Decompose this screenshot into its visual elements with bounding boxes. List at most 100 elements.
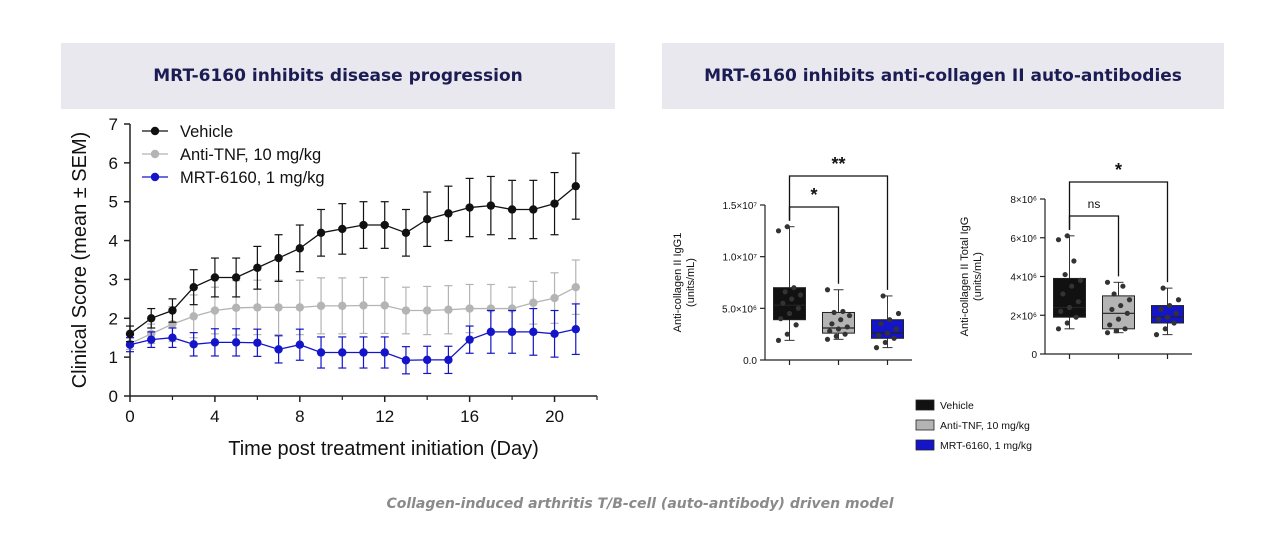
data-point — [422, 355, 432, 365]
data-point — [401, 356, 411, 365]
data-point — [359, 220, 368, 230]
box-point — [895, 310, 902, 317]
data-point — [571, 181, 580, 191]
box-point — [1060, 291, 1066, 297]
data-point — [507, 205, 517, 214]
data-point — [486, 201, 496, 210]
data-point — [550, 199, 559, 208]
data-point — [380, 348, 389, 357]
box-point — [1118, 302, 1124, 309]
data-point — [529, 298, 538, 307]
x-tick-label: 12 — [375, 407, 394, 426]
legend-label-anti-tnf-10-mg-kg: Anti-TNF, 10 mg/kg — [940, 420, 1030, 432]
box-point — [791, 285, 797, 291]
figure-caption: Collagen-induced arthritis T/B-cell (aut… — [386, 496, 894, 512]
box-vehicle — [773, 224, 806, 343]
data-point — [507, 327, 517, 337]
box-point — [882, 339, 888, 346]
box-point — [893, 326, 899, 332]
box-mrt — [871, 293, 904, 351]
bracket-line — [788, 175, 889, 290]
box-point — [1153, 332, 1160, 338]
box-point — [1171, 320, 1177, 326]
x-tick-label: 8 — [295, 407, 304, 426]
legend-marker — [150, 149, 160, 159]
data-point — [316, 348, 326, 357]
y-axis-label: Anti-collagen II IgG1 — [672, 233, 684, 333]
data-point — [125, 340, 135, 349]
data-point — [422, 215, 432, 224]
box-point — [1164, 314, 1171, 320]
legend-label-vehicle: Vehicle — [940, 400, 974, 412]
box-point — [795, 305, 801, 311]
box-point — [873, 345, 880, 351]
y-tick-label: 4 — [109, 232, 118, 251]
significance-bracket: ** — [788, 154, 889, 290]
y-tick-label: 7 — [109, 115, 118, 134]
data-point — [316, 228, 326, 237]
data-point — [253, 338, 262, 347]
data-point — [529, 327, 538, 337]
data-point — [465, 335, 474, 344]
box-point — [887, 317, 893, 323]
box-point — [1062, 271, 1068, 278]
y-axis-label: Anti-collagen II Total IgG — [959, 217, 971, 337]
box-point — [884, 330, 891, 336]
box-point — [1064, 233, 1070, 239]
box-anti_tnf — [1102, 279, 1135, 336]
data-point — [380, 301, 389, 310]
series-mrt — [125, 303, 580, 375]
x-tick-label: 0 — [125, 407, 134, 426]
data-point — [253, 263, 262, 272]
legend-swatch-mrt — [915, 439, 935, 451]
data-point — [465, 304, 474, 313]
series-anti_tnf — [125, 259, 580, 350]
box-point — [784, 331, 790, 337]
data-point — [444, 305, 453, 314]
box-anti_tnf — [822, 287, 855, 342]
box-mrt — [1151, 285, 1184, 338]
data-point — [231, 338, 241, 347]
legend-marker — [150, 172, 160, 182]
data-point — [338, 348, 347, 357]
data-point — [231, 303, 241, 312]
data-point — [486, 327, 496, 337]
box-point — [780, 300, 786, 306]
box-point — [1104, 279, 1111, 285]
right-panel-title: MRT-6160 inhibits anti-collagen II auto-… — [662, 43, 1224, 109]
data-point — [444, 355, 453, 365]
data-point — [571, 283, 580, 292]
box-point — [1058, 308, 1064, 314]
data-point — [550, 293, 559, 303]
left-panel-title: MRT-6160 inhibits disease progression — [61, 43, 615, 109]
data-point — [253, 303, 262, 312]
series-line — [129, 286, 577, 345]
legend-marker — [150, 126, 160, 136]
data-point — [338, 301, 347, 311]
x-tick-label: 20 — [545, 407, 564, 426]
box-point — [844, 324, 850, 330]
legend-label-anti-tnf-10-mg-kg: Anti-TNF, 10 mg/kg — [180, 146, 321, 164]
box-point — [1055, 237, 1062, 243]
legend-label-mrt-6160-1-mg-kg: MRT-6160, 1 mg/kg — [940, 440, 1032, 452]
data-point — [529, 205, 538, 214]
box-point — [891, 335, 897, 341]
data-point — [571, 324, 580, 334]
box-plot-2: 0 2×10⁶ 4×10⁶ 6×10⁶ 8×10⁶ Anti-collagen II To… — [959, 160, 1192, 361]
significance-bracket: * — [1068, 160, 1169, 283]
box-point — [840, 308, 846, 315]
data-point — [189, 340, 198, 349]
box-point — [1115, 316, 1122, 322]
box-point — [835, 326, 842, 332]
box-point — [793, 322, 799, 328]
box-point — [1055, 326, 1062, 332]
y-tick-label: 5.0×10⁶ — [722, 304, 757, 315]
data-point — [359, 301, 368, 310]
box-point — [1175, 297, 1182, 303]
box-point — [824, 287, 831, 293]
data-point — [295, 303, 305, 312]
legend-label-vehicle: Vehicle — [180, 123, 233, 141]
box-point — [782, 289, 788, 295]
